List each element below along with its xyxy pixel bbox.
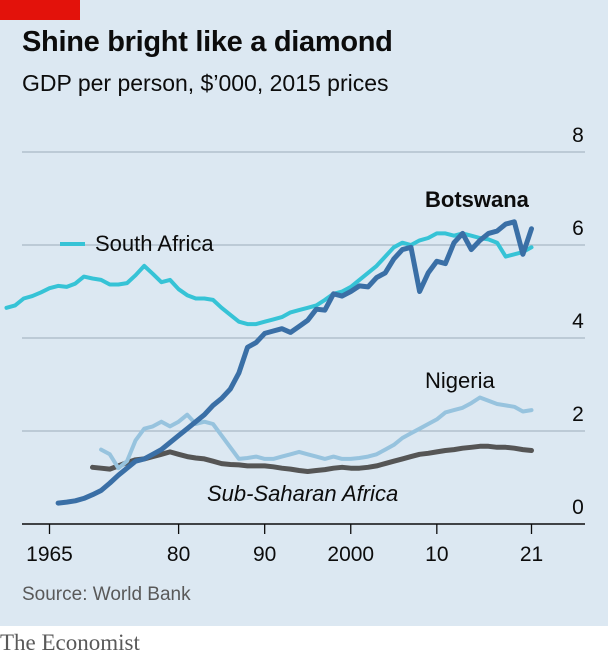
x-ticks: 1965 80 90 2000 10 21 [26, 524, 543, 566]
publisher-logo: The Economist [0, 630, 140, 655]
brand-red-tag [0, 0, 80, 20]
series-label-sub-saharan-africa: Sub-Saharan Africa [207, 481, 398, 506]
chart-subtitle: GDP per person, $’000, 2015 prices [22, 70, 389, 96]
y-tick-labels: 0 2 4 6 8 [572, 124, 584, 519]
source-note: Source: World Bank [22, 584, 191, 605]
y-tick-label-2: 2 [572, 403, 584, 426]
series-labels: Botswana South Africa Nigeria Sub-Saharan A… [60, 187, 530, 506]
chart-svg: 1965 80 90 2000 10 21 0 2 4 6 8 Botswana South Afr… [4, 124, 585, 566]
series-label-botswana: Botswana [425, 187, 530, 212]
y-tick-label-4: 4 [572, 310, 584, 333]
series-label-south-africa: South Africa [95, 231, 214, 256]
chart-panel [0, 0, 608, 626]
y-tick-label-0: 0 [572, 496, 584, 519]
y-tick-label-8: 8 [572, 124, 584, 147]
chart-title: Shine bright like a diamond [22, 26, 393, 58]
y-tick-label-6: 6 [572, 217, 584, 240]
x-tick-label-2000: 2000 [327, 543, 374, 566]
series-label-nigeria: Nigeria [425, 368, 495, 393]
series-line-south-africa [4, 231, 534, 327]
x-tick-label-1965: 1965 [26, 543, 73, 566]
x-tick-label-1990: 90 [253, 543, 276, 566]
series-line-sub-saharan-africa [90, 443, 534, 474]
series-line-nigeria [99, 395, 534, 471]
x-tick-label-1980: 80 [167, 543, 190, 566]
series-line-botswana [55, 219, 534, 506]
x-tick-label-2010: 10 [425, 543, 448, 566]
x-tick-label-2021: 21 [520, 543, 543, 566]
series-lines [4, 219, 534, 506]
gridlines [22, 151, 585, 525]
